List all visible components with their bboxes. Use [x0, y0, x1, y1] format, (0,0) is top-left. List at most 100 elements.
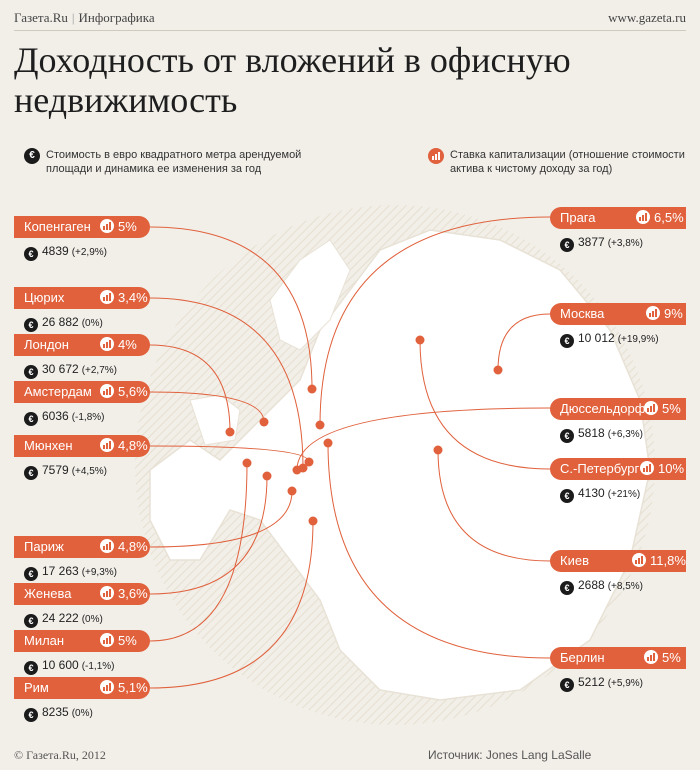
rate-value: 4,8% — [100, 435, 148, 457]
city-name: Цюрих — [24, 290, 65, 305]
city-dot-amsterdam[interactable] — [259, 417, 269, 427]
header-separator: | — [71, 10, 75, 25]
legend-rate-text: Ставка капитализации (отношение стоимост… — [450, 149, 685, 175]
price-line: €30 672 (+2,7%) — [24, 362, 117, 379]
price-value: 24 222 — [42, 611, 79, 625]
city-name: Прага — [560, 210, 596, 225]
city-dots — [225, 335, 503, 526]
city-dot-paris[interactable] — [287, 486, 297, 496]
bar-chart-icon — [636, 210, 650, 224]
city-name: Амстердам — [24, 384, 92, 399]
copyright: © Газета.Ru, 2012 — [14, 748, 106, 762]
bar-chart-icon — [640, 461, 654, 475]
connector-lines — [149, 216, 551, 689]
card-copenhagen[interactable]: Копенгаген 5% €4839 (+2,9%) — [14, 216, 150, 261]
price-value: 5212 — [578, 675, 605, 689]
price-change: (+8,5%) — [607, 581, 643, 592]
euro-icon: € — [24, 708, 38, 722]
connector-prague — [319, 216, 551, 426]
price-change: (-1,8%) — [71, 412, 105, 423]
price-value: 3877 — [578, 235, 605, 249]
price-value: 5818 — [578, 426, 605, 440]
price-line: €4130 (+21%) — [560, 486, 640, 503]
city-name: Рим — [24, 680, 49, 695]
card-rome[interactable]: Рим 5,1% €8235 (0%) — [14, 677, 150, 722]
price-change: (0%) — [81, 614, 103, 625]
city-dot-berlin[interactable] — [323, 438, 333, 448]
city-dot-london[interactable] — [225, 427, 235, 437]
card-kyiv[interactable]: Киев 11,8% €2688 (+8,5%) — [550, 550, 686, 595]
price-value: 2688 — [578, 578, 605, 592]
card-zurich[interactable]: Цюрих 3,4% €26 882 (0%) — [14, 287, 150, 332]
city-dot-milan[interactable] — [242, 458, 252, 468]
city-dot-dusseldorf[interactable] — [292, 465, 302, 475]
card-london[interactable]: Лондон 4% €30 672 (+2,7%) — [14, 334, 150, 379]
city-dot-geneva[interactable] — [262, 471, 272, 481]
card-geneva[interactable]: Женева 3,6% €24 222 (0%) — [14, 583, 150, 628]
euro-icon: € — [24, 318, 38, 332]
card-saint-petersburg[interactable]: С.-Петербург 10% €4130 (+21%) — [550, 458, 686, 503]
city-dot-copenhagen[interactable] — [307, 384, 317, 394]
city-pill: Дюссельдорф 5% — [550, 398, 686, 420]
card-dusseldorf[interactable]: Дюссельдорф 5% €5818 (+6,3%) — [550, 398, 686, 443]
section-name[interactable]: Инфографика — [78, 10, 155, 25]
city-pill: С.-Петербург 10% — [550, 458, 686, 480]
connector-zurich — [149, 297, 304, 469]
connector-dusseldorf — [296, 407, 551, 471]
price-change: (+9,3%) — [81, 567, 117, 578]
rate-text: 9% — [664, 306, 683, 321]
card-berlin[interactable]: Берлин 5% €5212 (+5,9%) — [550, 647, 686, 692]
city-dot-saint-petersburg[interactable] — [415, 335, 425, 345]
card-paris[interactable]: Париж 4,8% €17 263 (+9,3%) — [14, 536, 150, 581]
brand-name[interactable]: Газета.Ru — [14, 10, 68, 25]
city-name: Берлин — [560, 650, 605, 665]
connector-berlin — [327, 442, 551, 659]
price-line: €2688 (+8,5%) — [560, 578, 643, 595]
city-pill: Париж 4,8% — [14, 536, 150, 558]
card-milan[interactable]: Милан 5% €10 600 (-1,1%) — [14, 630, 150, 675]
city-name: Копенгаген — [24, 219, 91, 234]
rate-value: 5% — [100, 630, 137, 652]
rate-text: 5% — [118, 219, 137, 234]
euro-icon: € — [24, 614, 38, 628]
city-name: Киев — [560, 553, 589, 568]
rate-text: 10% — [658, 461, 685, 476]
price-change: (-1,1%) — [81, 661, 115, 672]
city-dot-kyiv[interactable] — [433, 445, 443, 455]
rate-value: 5,6% — [100, 381, 148, 403]
city-name: Дюссельдорф — [560, 401, 646, 416]
price-line: €10 012 (+19,9%) — [560, 331, 659, 348]
bar-chart-icon — [100, 337, 114, 351]
euro-icon: € — [560, 238, 574, 252]
euro-icon: € — [24, 466, 38, 480]
card-amsterdam[interactable]: Амстердам 5,6% €6036 (-1,8%) — [14, 381, 150, 426]
rate-value: 10% — [640, 458, 684, 480]
city-dot-moscow[interactable] — [493, 365, 503, 375]
city-pill: Женева 3,6% — [14, 583, 150, 605]
rate-value: 5% — [644, 398, 681, 420]
price-value: 4839 — [42, 244, 69, 258]
city-dot-munich[interactable] — [304, 457, 314, 467]
euro-icon: € — [560, 334, 574, 348]
price-value: 7579 — [42, 463, 69, 477]
card-moscow[interactable]: Москва 9% €10 012 (+19,9%) — [550, 303, 686, 348]
euro-icon: € — [24, 412, 38, 426]
price-value: 8235 — [42, 705, 69, 719]
price-line: €5212 (+5,9%) — [560, 675, 643, 692]
card-prague[interactable]: Прага 6,5% €3877 (+3,8%) — [550, 207, 686, 252]
rate-text: 4,8% — [118, 539, 148, 554]
city-name: Мюнхен — [24, 438, 73, 453]
rate-text: 5,1% — [118, 680, 148, 695]
site-url[interactable]: www.gazeta.ru — [608, 10, 686, 25]
rate-text: 3,4% — [118, 290, 148, 305]
euro-icon: € — [560, 429, 574, 443]
euro-icon: € — [560, 489, 574, 503]
city-dot-rome[interactable] — [308, 516, 318, 526]
rate-text: 5% — [662, 401, 681, 416]
rate-value: 5,1% — [100, 677, 148, 699]
connector-moscow — [497, 313, 551, 371]
card-munich[interactable]: Мюнхен 4,8% €7579 (+4,5%) — [14, 435, 150, 480]
bar-chart-icon — [100, 633, 114, 647]
city-dot-prague[interactable] — [315, 420, 325, 430]
rate-value: 4% — [100, 334, 137, 356]
